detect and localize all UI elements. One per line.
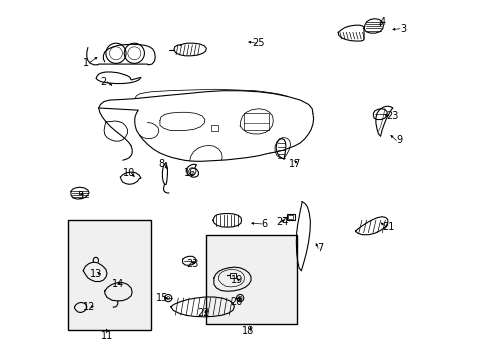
Bar xyxy=(68,220,151,330)
Text: 11: 11 xyxy=(101,330,113,341)
Text: 4: 4 xyxy=(379,17,386,27)
Text: 19: 19 xyxy=(230,275,242,285)
Text: 18: 18 xyxy=(242,326,254,336)
Bar xyxy=(230,273,235,278)
Text: 13: 13 xyxy=(90,269,102,279)
Text: 5: 5 xyxy=(77,191,83,201)
Text: 16: 16 xyxy=(183,168,196,178)
Text: 22: 22 xyxy=(197,308,209,318)
Bar xyxy=(288,215,292,219)
Bar xyxy=(211,125,218,131)
Bar xyxy=(286,214,294,220)
Text: 3: 3 xyxy=(399,24,405,34)
Text: 10: 10 xyxy=(122,168,134,178)
Text: 8: 8 xyxy=(158,159,164,169)
Text: 1: 1 xyxy=(83,58,89,68)
Text: 7: 7 xyxy=(316,243,323,253)
Text: 23: 23 xyxy=(186,258,198,269)
Text: 23: 23 xyxy=(385,111,397,121)
Text: 25: 25 xyxy=(252,38,264,48)
Text: 15: 15 xyxy=(156,293,168,303)
Text: 9: 9 xyxy=(395,135,402,145)
Text: 21: 21 xyxy=(382,222,394,232)
Text: 14: 14 xyxy=(111,279,123,289)
Bar xyxy=(205,235,297,324)
Text: 24: 24 xyxy=(276,217,288,228)
Bar xyxy=(244,113,268,130)
Text: 2: 2 xyxy=(100,77,106,87)
Text: 17: 17 xyxy=(288,159,301,169)
Text: 6: 6 xyxy=(261,219,267,229)
Text: 12: 12 xyxy=(82,302,95,312)
Text: 20: 20 xyxy=(230,297,242,307)
